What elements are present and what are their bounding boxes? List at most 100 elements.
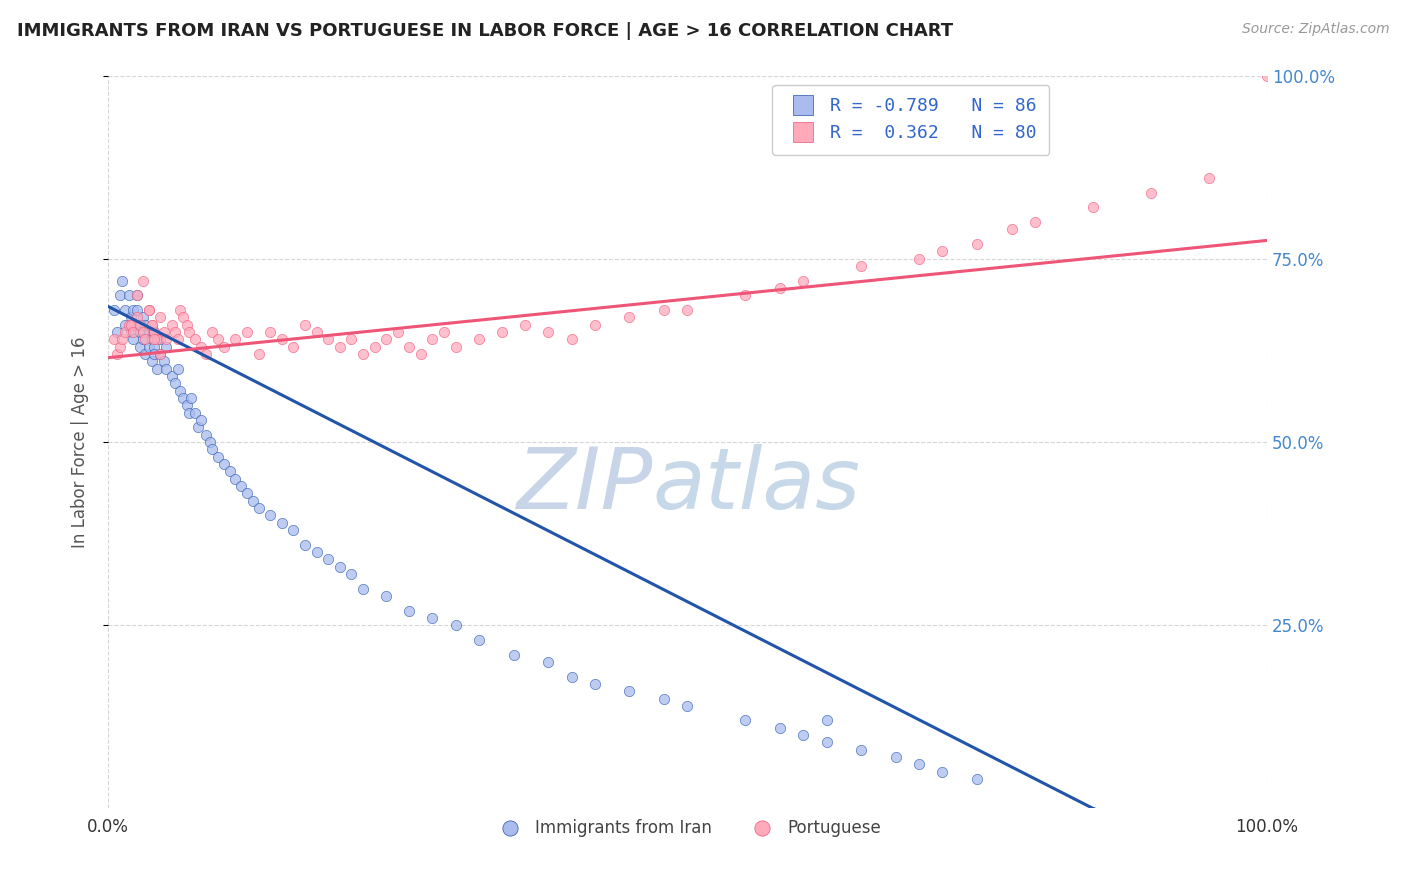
Point [491,325,513,339]
Point [108,288,131,302]
Point [242,493,264,508]
Point [201,442,224,457]
Point [676,303,699,318]
Point [966,772,988,786]
Point [190,340,212,354]
Point [129,318,152,332]
Point [583,318,606,332]
Point [769,721,792,735]
Point [792,274,814,288]
Point [169,384,191,398]
Point [294,318,316,332]
Point [114,318,136,332]
Text: atlas: atlas [652,444,860,527]
Point [132,325,155,339]
Text: Source: ZipAtlas.com: Source: ZipAtlas.com [1241,22,1389,37]
Point [966,237,988,252]
Point [247,500,270,515]
Point [769,281,792,295]
Point [141,332,163,346]
Point [815,735,838,749]
Point [236,486,259,500]
Point [114,303,136,318]
Point [165,325,187,339]
Point [352,347,374,361]
Point [166,332,188,346]
Point [212,457,235,471]
Point [387,325,409,339]
Point [433,325,456,339]
Point [105,325,128,339]
Point [134,347,156,361]
Point [184,332,207,346]
Point [375,589,398,603]
Text: ZIP: ZIP [516,444,652,527]
Point [141,354,163,368]
Point [169,303,191,318]
Point [149,347,172,361]
Point [120,310,142,325]
Point [340,566,363,581]
Point [103,332,125,346]
Point [363,340,385,354]
Point [305,545,328,559]
Point [141,318,163,332]
Point [884,750,907,764]
Point [184,406,207,420]
Point [187,420,209,434]
Point [231,479,253,493]
Point [340,332,363,346]
Point [122,332,145,346]
Text: IMMIGRANTS FROM IRAN VS PORTUGUESE IN LABOR FORCE | AGE > 16 CORRELATION CHART: IMMIGRANTS FROM IRAN VS PORTUGUESE IN LA… [17,22,953,40]
Point [143,325,166,339]
Y-axis label: In Labor Force | Age > 16: In Labor Force | Age > 16 [72,336,89,548]
Point [176,318,198,332]
Point [212,340,235,354]
Point [138,340,160,354]
Point [468,332,491,346]
Point [138,325,160,339]
Point [316,552,339,566]
Legend: Immigrants from Iran, Portuguese: Immigrants from Iran, Portuguese [486,813,887,844]
Point [122,303,145,318]
Point [537,325,560,339]
Point [172,391,194,405]
Point [931,244,953,259]
Point [149,332,172,346]
Point [129,340,152,354]
Point [259,325,281,339]
Point [125,288,148,302]
Point [179,325,201,339]
Point [619,684,641,698]
Point [134,332,156,346]
Point [1001,222,1024,236]
Point [792,728,814,742]
Point [198,434,221,449]
Point [120,318,142,332]
Point [294,538,316,552]
Point [515,318,537,332]
Point [270,332,292,346]
Point [134,318,156,332]
Point [352,582,374,596]
Point [224,332,246,346]
Point [132,332,155,346]
Point [398,340,420,354]
Point [179,406,201,420]
Point [537,655,560,669]
Point [138,303,160,318]
Point [851,743,873,757]
Point [676,698,699,713]
Point [851,259,873,273]
Point [259,508,281,523]
Point [270,516,292,530]
Point [1140,186,1163,200]
Point [145,361,167,376]
Point [125,310,148,325]
Point [422,332,444,346]
Point [734,714,756,728]
Point [111,274,134,288]
Point [143,325,166,339]
Point [224,472,246,486]
Point [583,677,606,691]
